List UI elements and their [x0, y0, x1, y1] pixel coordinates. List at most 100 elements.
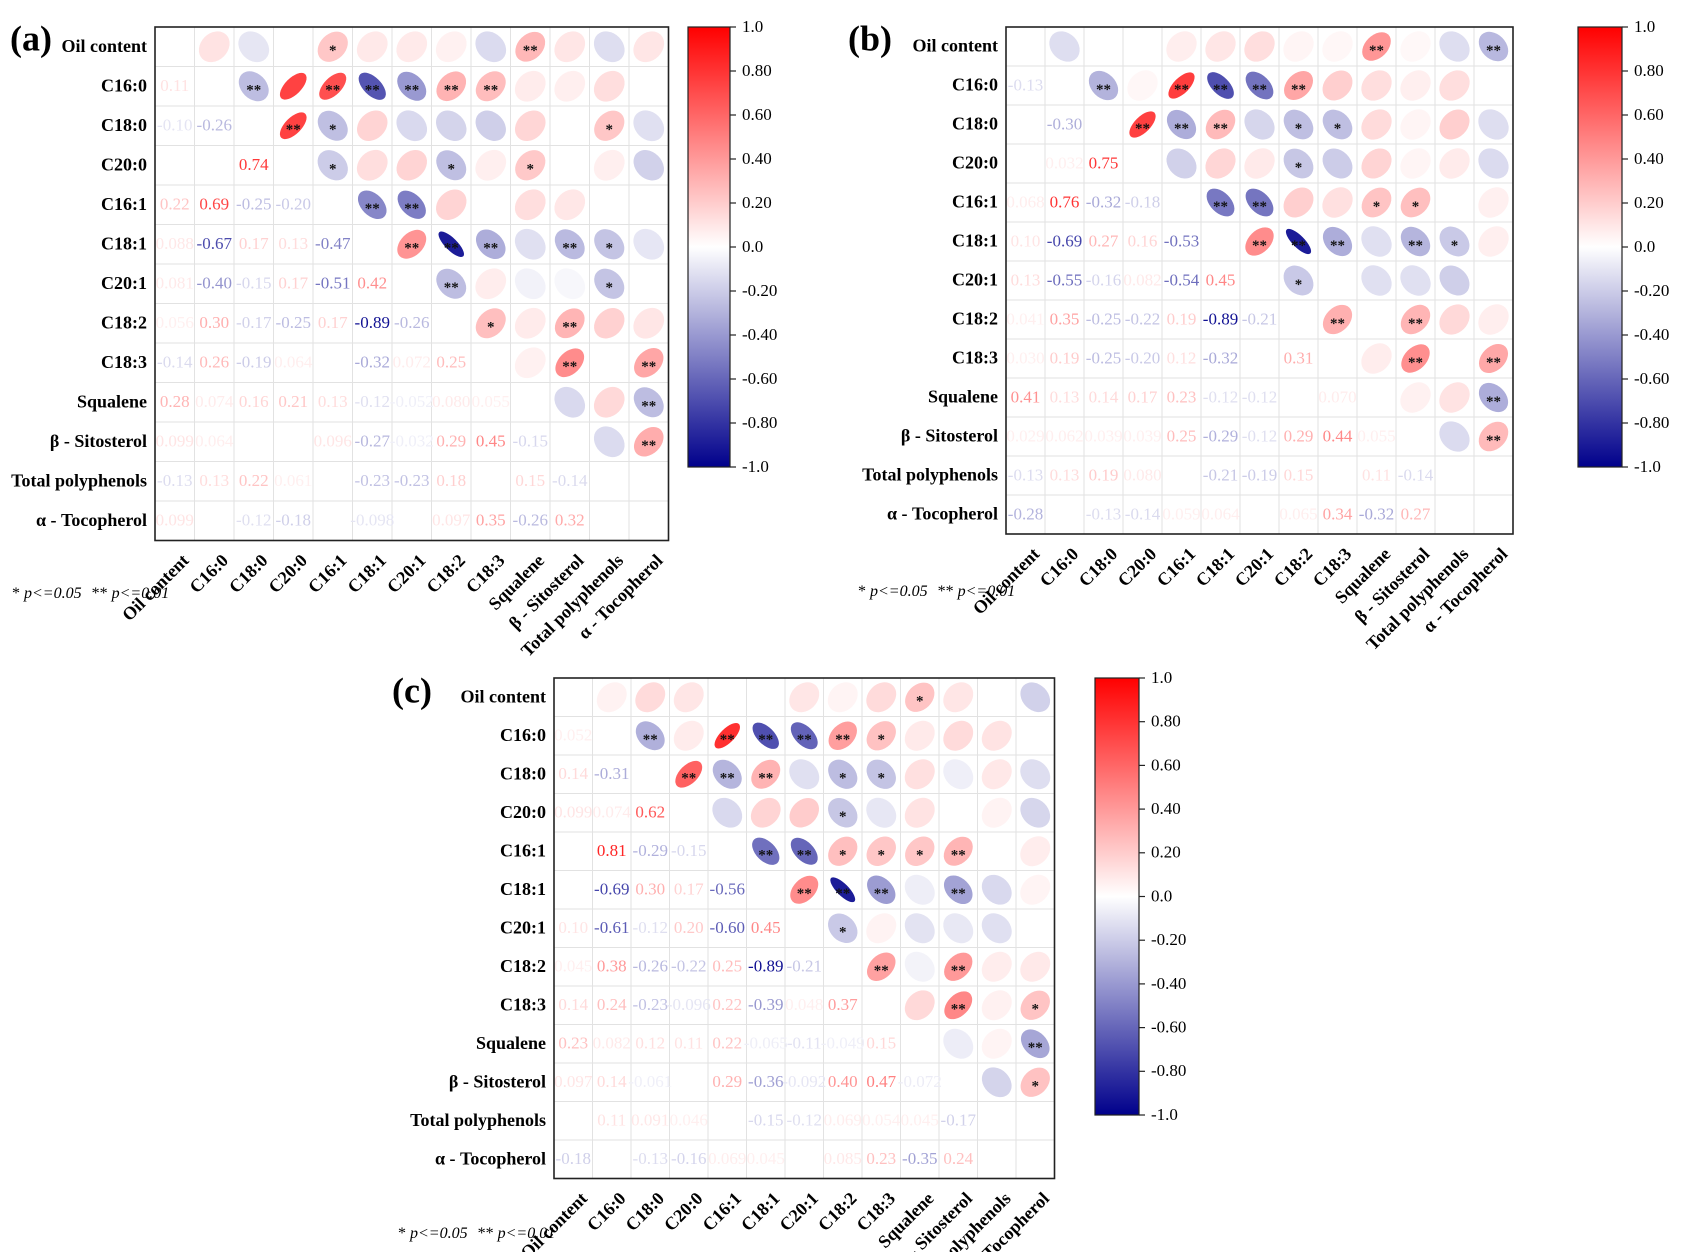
significance-mark: * [878, 848, 886, 864]
grid [1006, 27, 1513, 534]
significance-mark: ** [681, 771, 696, 787]
grid [155, 27, 669, 541]
corr-value: -0.69 [594, 880, 629, 899]
significance-mark: ** [325, 83, 340, 99]
corr-ellipse [751, 759, 781, 789]
corr-ellipse [594, 229, 625, 260]
corr-value: -0.065 [744, 1034, 788, 1053]
corr-ellipse [1020, 797, 1051, 828]
corr-ellipse [904, 874, 935, 905]
corr-ellipse [1020, 951, 1051, 982]
corr-value: 0.14 [558, 995, 588, 1014]
corr-value: 0.064 [195, 432, 234, 451]
corr-value: -0.55 [1047, 270, 1082, 289]
corr-ellipse [1361, 304, 1392, 335]
row-label-oil-content: Oil content [913, 36, 999, 56]
corr-value: -0.20 [276, 195, 311, 214]
corr-ellipse [594, 308, 625, 339]
corr-ellipse [944, 991, 973, 1020]
corr-value: -0.32 [1203, 348, 1238, 367]
significance-mark: ** [1252, 199, 1267, 215]
colorbar-tick-label: 1.0 [742, 17, 763, 36]
significance-mark: ** [1135, 121, 1150, 137]
corr-ellipse [438, 231, 465, 258]
corr-ellipse [1439, 421, 1470, 452]
corr-value: 0.056 [156, 313, 194, 332]
corr-ellipse [515, 31, 546, 62]
col-label-c16-1: C16:1 [304, 550, 351, 597]
corr-ellipse [1478, 70, 1509, 101]
corr-value: 0.069 [824, 1111, 862, 1130]
corr-ellipse [396, 149, 428, 181]
significance-mark: ** [404, 241, 419, 257]
corr-ellipse [1478, 109, 1509, 140]
corr-ellipse [904, 951, 935, 982]
corr-value: -0.14 [1398, 465, 1434, 484]
col-label-c20-1: C20:1 [383, 550, 430, 597]
corr-value: -0.12 [633, 918, 668, 937]
corr-value: -0.54 [1164, 270, 1200, 289]
corr-value: 0.45 [1206, 270, 1236, 289]
corr-ellipse [828, 721, 857, 750]
corr-value: 0.25 [436, 353, 466, 372]
colorbar-tick-label: 0.80 [742, 61, 772, 80]
corr-value: 0.81 [597, 841, 627, 860]
corr-ellipse [1439, 382, 1470, 413]
corr-value: -0.25 [1086, 348, 1121, 367]
corr-ellipse [1439, 187, 1470, 218]
corr-value: 0.29 [436, 432, 466, 451]
col-label-c18-2: C18:2 [1270, 544, 1317, 591]
corr-value: -0.15 [236, 274, 271, 293]
corr-value: -0.19 [1242, 465, 1277, 484]
corr-value: -0.26 [513, 511, 548, 530]
row-label-c18-1: C18:1 [500, 879, 546, 899]
corr-value: 0.19 [1089, 465, 1119, 484]
corr-ellipse [1322, 109, 1353, 140]
corr-ellipse [905, 682, 935, 712]
corr-value: 0.17 [1128, 387, 1158, 406]
corr-ellipse [475, 149, 507, 181]
corr-ellipse [828, 836, 858, 866]
significance-mark: * [606, 280, 614, 296]
colorbar-tick-label: 1.0 [1634, 17, 1655, 36]
significance-mark: ** [641, 438, 656, 454]
corr-value: -0.25 [276, 313, 311, 332]
corr-ellipse [1439, 31, 1470, 62]
corr-ellipse [1020, 913, 1051, 944]
corr-value: 0.23 [1167, 387, 1197, 406]
corr-ellipse [789, 682, 820, 713]
corr-ellipse [1049, 31, 1080, 62]
corr-value: -0.36 [748, 1072, 783, 1091]
significance-mark: ** [1408, 238, 1423, 254]
significance-mark: ** [797, 848, 812, 864]
colorbar-tick-label: -0.80 [1151, 1061, 1186, 1080]
corr-value: 0.14 [558, 764, 588, 783]
significance-mark: ** [758, 771, 773, 787]
corr-value: -0.61 [594, 918, 629, 937]
significance-mark: ** [951, 963, 966, 979]
corr-ellipse [905, 836, 935, 866]
corr-ellipse [714, 723, 740, 749]
corr-value: 0.22 [712, 995, 742, 1014]
corr-ellipse [866, 682, 897, 713]
col-label-c16-0: C16:0 [1036, 544, 1083, 591]
corr-value: -0.69 [1047, 231, 1082, 250]
corr-value: 0.30 [635, 880, 665, 899]
corr-value: 0.69 [199, 195, 229, 214]
significance-mark: ** [643, 732, 658, 748]
corr-ellipse [943, 682, 974, 713]
significance-mark: ** [874, 886, 889, 902]
corr-value: 0.045 [747, 1149, 785, 1168]
corr-ellipse [593, 149, 625, 181]
corr-ellipse [594, 268, 625, 299]
significance-mark: * [1295, 160, 1303, 176]
col-label-c20-0: C20:0 [660, 1188, 707, 1235]
corr-ellipse [317, 110, 348, 141]
significance-mark: ** [951, 1002, 966, 1018]
corr-value: 0.76 [1050, 192, 1080, 211]
corr-ellipse [1478, 265, 1509, 296]
significance-mark: ** [874, 963, 889, 979]
footnote-p05: p<=0.05 [23, 585, 82, 602]
corr-value: 0.17 [674, 880, 704, 899]
corr-value: 0.34 [1323, 504, 1353, 523]
